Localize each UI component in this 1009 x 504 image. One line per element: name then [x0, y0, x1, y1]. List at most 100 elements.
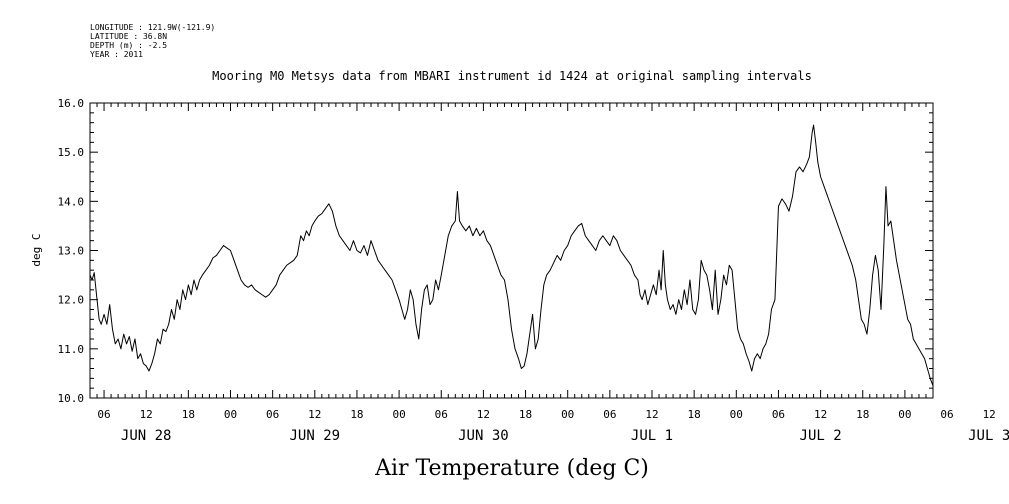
- y-tick-label: 10.0: [58, 392, 85, 405]
- data-point: [309, 235, 310, 236]
- data-point: [209, 265, 210, 266]
- data-point: [781, 198, 782, 199]
- x-hour-tick-label: 00: [730, 408, 743, 421]
- data-point: [444, 255, 445, 256]
- data-point: [524, 366, 525, 367]
- data-point: [703, 270, 704, 271]
- x-hour-tick-label: 18: [350, 408, 363, 421]
- data-point: [918, 348, 919, 349]
- x-axis-label: Air Temperature (deg C): [374, 456, 649, 481]
- x-hour-tick-label: 06: [266, 408, 279, 421]
- x-hour-tick-label: 00: [898, 408, 911, 421]
- data-point: [283, 270, 284, 271]
- data-point: [97, 299, 98, 300]
- data-point: [367, 255, 368, 256]
- data-point: [872, 275, 873, 276]
- data-point: [140, 353, 141, 354]
- data-point: [526, 353, 527, 354]
- data-point: [151, 363, 152, 364]
- data-point: [371, 240, 372, 241]
- data-point: [581, 223, 582, 224]
- x-hour-tick-label: 06: [435, 408, 448, 421]
- data-point: [507, 299, 508, 300]
- data-point: [585, 235, 586, 236]
- y-axis-label: deg C: [30, 233, 43, 266]
- data-point: [768, 334, 769, 335]
- data-point: [234, 260, 235, 261]
- data-point: [493, 255, 494, 256]
- data-point: [630, 265, 631, 266]
- data-point: [806, 164, 807, 165]
- data-point: [609, 245, 610, 246]
- plot-frame: [89, 102, 934, 399]
- data-point: [395, 289, 396, 290]
- data-point: [303, 240, 304, 241]
- chart-title: Mooring M0 Metsys data from MBARI instru…: [212, 69, 812, 83]
- data-point: [855, 280, 856, 281]
- data-point: [339, 235, 340, 236]
- data-point: [644, 289, 645, 290]
- data-point: [574, 230, 575, 231]
- data-point: [118, 339, 119, 340]
- data-point: [160, 343, 161, 344]
- data-point: [490, 245, 491, 246]
- data-point: [670, 309, 671, 310]
- data-point: [104, 314, 105, 315]
- meta-depth: DEPTH (m) : -2.5: [90, 41, 167, 50]
- data-point: [374, 250, 375, 251]
- data-point: [392, 280, 393, 281]
- data-point: [258, 292, 259, 293]
- data-point: [432, 299, 433, 300]
- data-point: [418, 339, 419, 340]
- y-tick-label: 13.0: [58, 245, 85, 258]
- data-point: [706, 275, 707, 276]
- data-point: [90, 275, 91, 276]
- data-point: [438, 289, 439, 290]
- data-point: [885, 186, 886, 187]
- y-tick-label: 12.0: [58, 294, 85, 307]
- data-point: [834, 216, 835, 217]
- data-point: [451, 225, 452, 226]
- data-point: [188, 284, 189, 285]
- y-tick-label: 14.0: [58, 195, 85, 208]
- data-point: [861, 319, 862, 320]
- x-day-label: JUL 3: [968, 428, 1009, 444]
- data-point: [332, 211, 333, 212]
- data-point: [650, 294, 651, 295]
- data-point: [748, 361, 749, 362]
- data-point: [667, 299, 668, 300]
- x-hour-tick-label: 06: [603, 408, 616, 421]
- data-point: [930, 378, 931, 379]
- x-day-label: JUN 29: [290, 428, 341, 444]
- data-point: [904, 304, 905, 305]
- data-point: [163, 329, 164, 330]
- data-point: [910, 324, 911, 325]
- data-point: [518, 358, 519, 359]
- y-tick-label: 11.0: [58, 343, 85, 356]
- data-point: [241, 280, 242, 281]
- data-point: [182, 289, 183, 290]
- data-point: [809, 157, 810, 158]
- data-point: [205, 270, 206, 271]
- data-point: [269, 294, 270, 295]
- data-point: [92, 280, 93, 281]
- data-point: [765, 343, 766, 344]
- data-point: [335, 225, 336, 226]
- x-day-label: JUN 30: [458, 428, 509, 444]
- data-point: [109, 304, 110, 305]
- data-point: [226, 248, 227, 249]
- data-point: [916, 343, 917, 344]
- data-point: [599, 240, 600, 241]
- data-point: [286, 265, 287, 266]
- data-point: [360, 252, 361, 253]
- data-point: [541, 309, 542, 310]
- data-point: [179, 309, 180, 310]
- data-point: [763, 348, 764, 349]
- data-point: [712, 309, 713, 310]
- data-point: [177, 299, 178, 300]
- data-point: [813, 125, 814, 126]
- data-point: [774, 299, 775, 300]
- data-point: [401, 309, 402, 310]
- data-point: [146, 366, 147, 367]
- data-point: [459, 221, 460, 222]
